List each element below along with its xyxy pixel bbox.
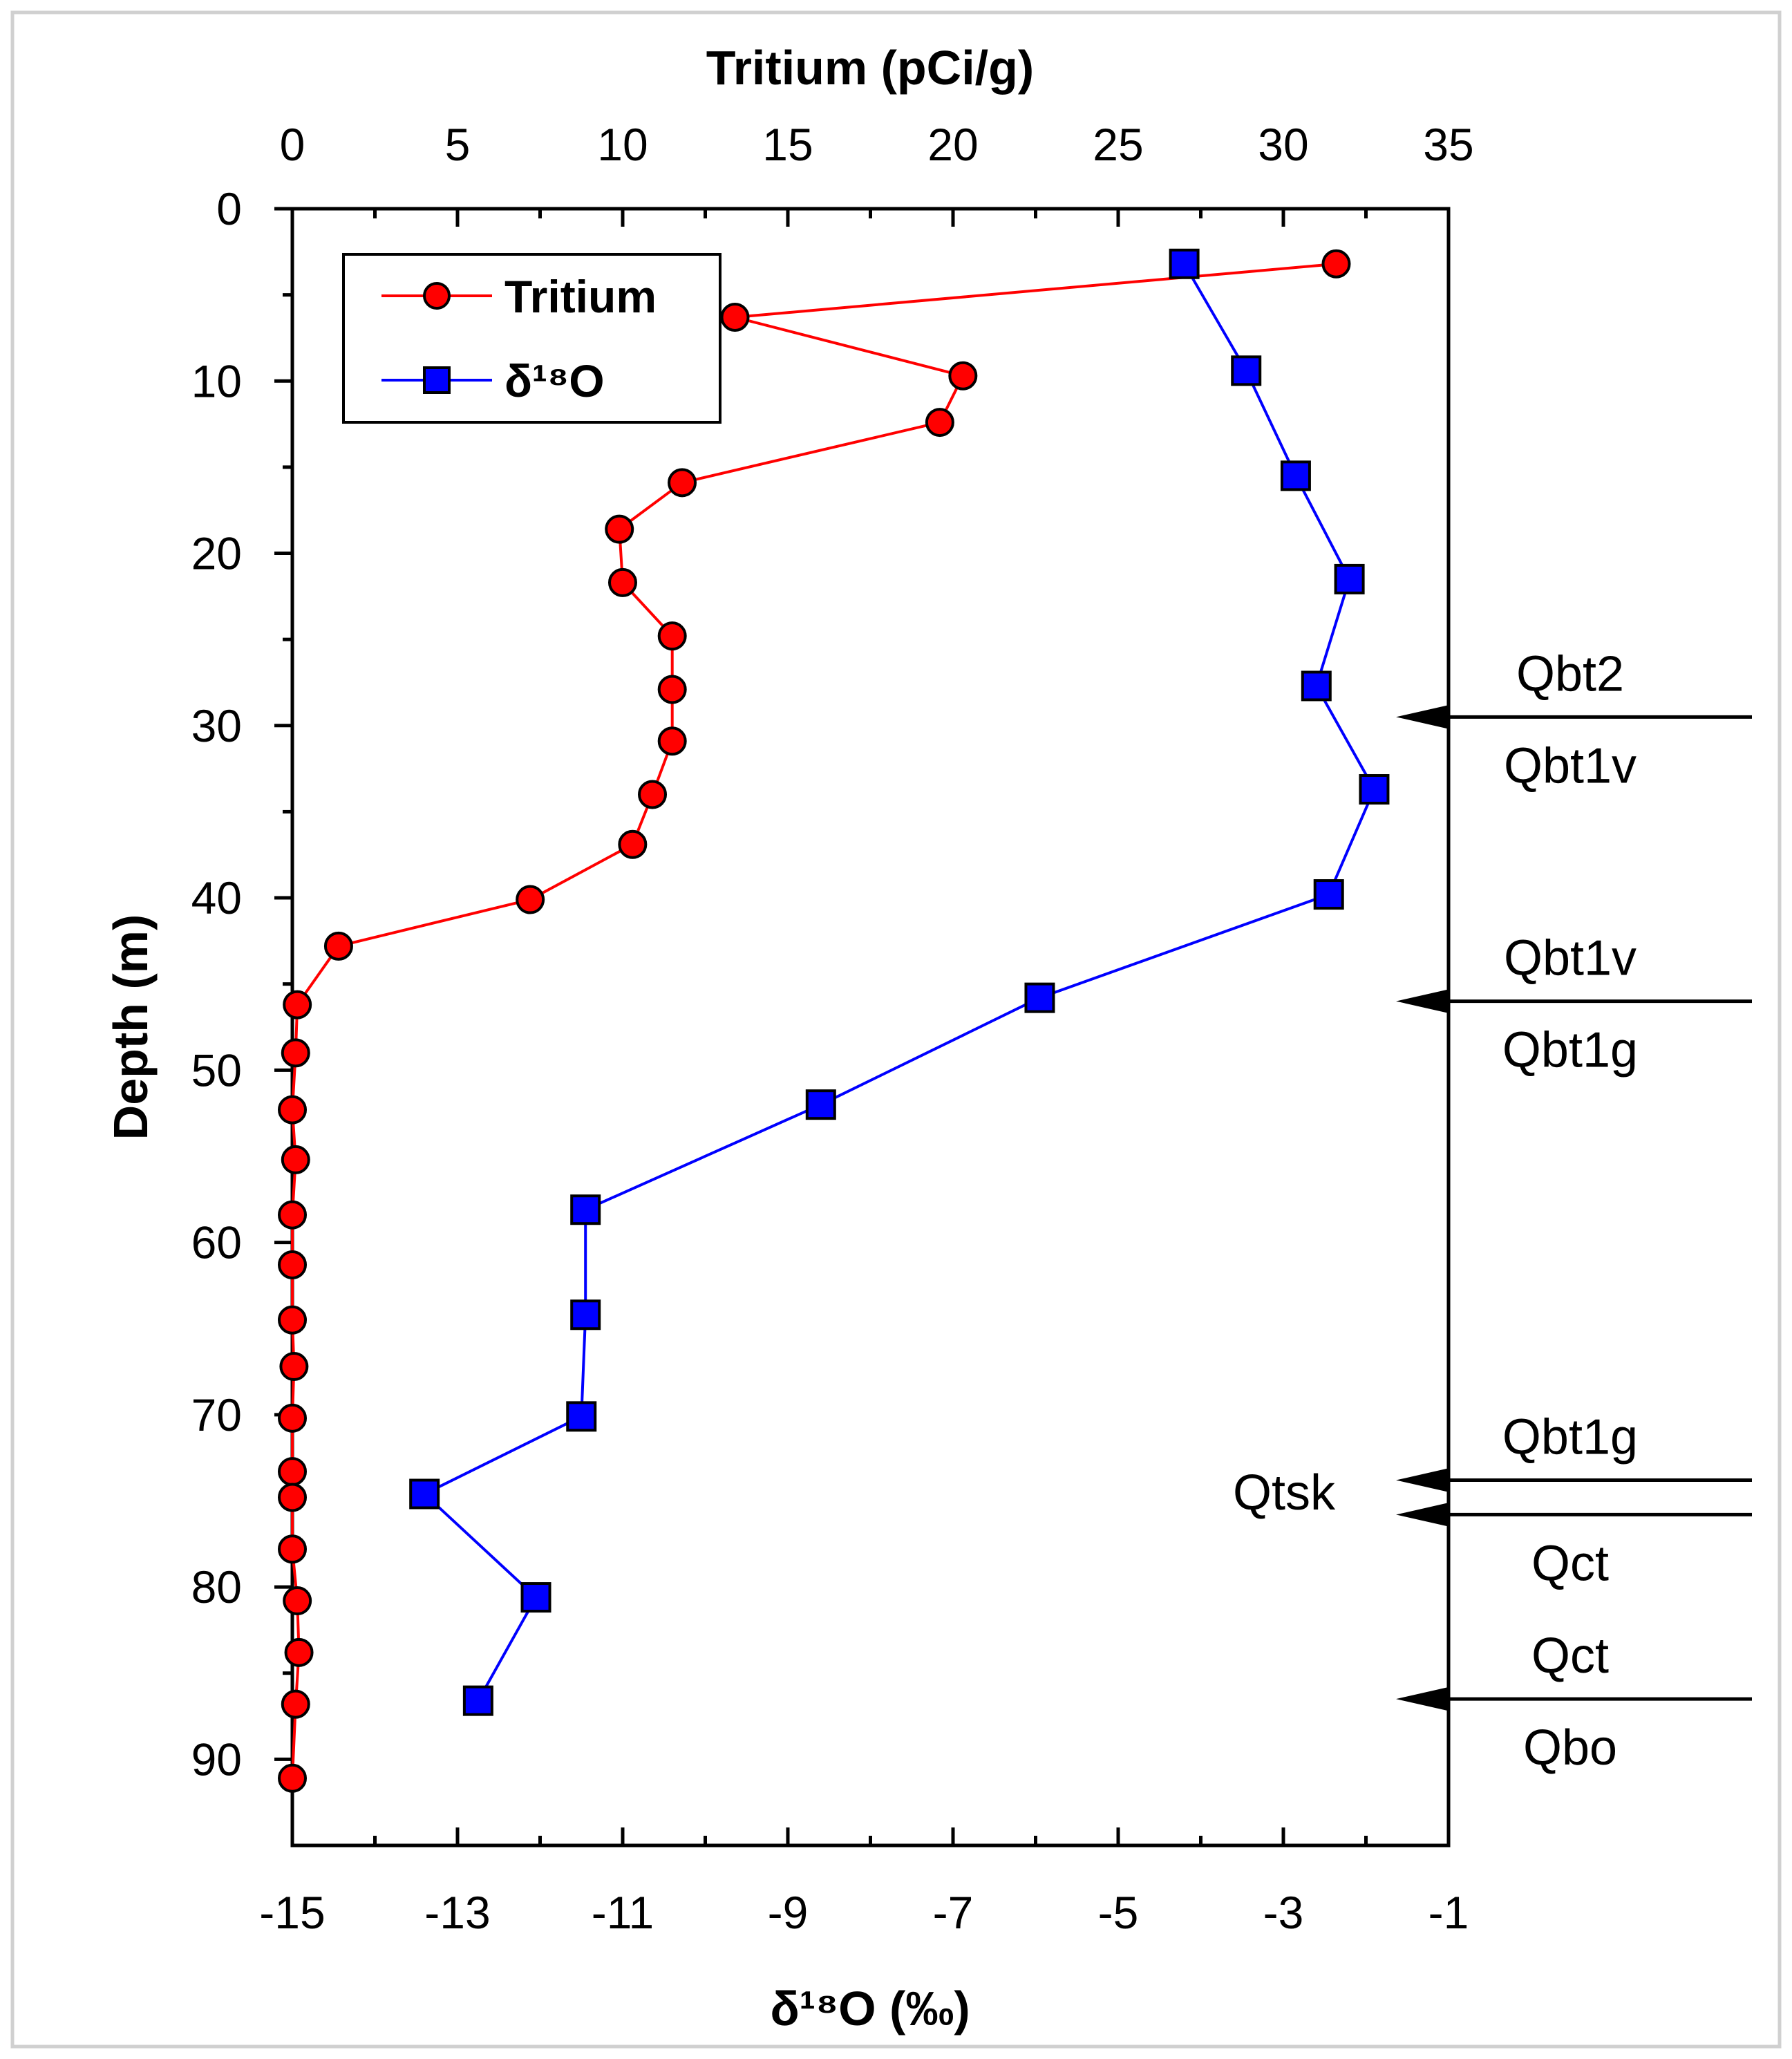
top-axis-tick-label: 5	[445, 119, 471, 170]
y-axis-tick-label: 30	[191, 700, 242, 751]
tritium-data-point	[720, 303, 750, 332]
y-axis-tick-label: 80	[191, 1561, 242, 1613]
tritium-data-point	[283, 1586, 312, 1616]
bottom-axis-tick-label: -9	[768, 1887, 809, 1938]
unit-label-below: Qbt1v	[1504, 738, 1637, 793]
d18o-data-point	[1024, 982, 1055, 1013]
tritium-data-point	[283, 990, 312, 1019]
boundary-arrow-head	[1396, 1687, 1448, 1711]
tritium-data-point	[281, 1038, 310, 1068]
bottom-axis-title: δ¹⁸O (‰)	[770, 1982, 970, 2036]
tritium-data-point	[278, 1534, 307, 1564]
bottom-axis-tick-label: -1	[1428, 1887, 1469, 1938]
top-axis-title: Tritium (pCi/g)	[706, 41, 1034, 95]
top-axis-tick-label: 10	[597, 119, 648, 170]
legend: Tritium δ¹⁸O	[342, 253, 721, 424]
d18o-data-point	[570, 1194, 601, 1225]
tritium-data-point	[278, 1403, 307, 1433]
tritium-data-point	[281, 1145, 310, 1174]
top-axis-tick-label: 20	[927, 119, 978, 170]
y-axis-tick-label: 70	[191, 1389, 242, 1440]
bottom-axis-tick-label: -5	[1098, 1887, 1139, 1938]
tritium-data-point	[668, 468, 697, 498]
bottom-axis-tick-label: -7	[933, 1887, 974, 1938]
tritium-data-point	[657, 675, 687, 704]
y-axis-tick-label: 0	[216, 183, 242, 234]
top-axis-tick-label: 15	[762, 119, 813, 170]
y-axis-tick-label: 20	[191, 528, 242, 579]
legend-box	[342, 253, 721, 424]
unit-label-side: Qtsk	[1233, 1465, 1336, 1521]
unit-label-above: Qbt2	[1516, 646, 1624, 702]
tritium-data-point	[1321, 249, 1351, 279]
d18o-data-point	[805, 1089, 836, 1120]
bottom-axis-tick-label: -15	[259, 1887, 325, 1938]
tritium-data-point	[657, 726, 687, 756]
tritium-data-point	[948, 361, 978, 391]
tritium-data-point	[278, 1483, 307, 1512]
tritium-data-point	[278, 1305, 307, 1335]
boundary-arrow-head	[1396, 1503, 1448, 1527]
boundary-arrow-head	[1396, 1468, 1448, 1492]
top-axis-tick-label: 25	[1093, 119, 1143, 170]
axis-tick-labels: 0 5 10 15 20 25 30 35 -15 -13 -11 -9 -7 -5 -3 -1 0 10 20 30…	[191, 119, 1474, 1938]
unit-label-above: Qct	[1531, 1628, 1609, 1684]
y-axis-tick-label: 40	[191, 872, 242, 923]
d18o-data-point	[462, 1685, 493, 1716]
legend-tritium-marker	[423, 282, 451, 310]
d18o-data-point	[1169, 248, 1200, 279]
tritium-data-point	[925, 408, 954, 438]
d18o-data-point	[566, 1401, 597, 1432]
series-markers	[278, 248, 1390, 1793]
unit-label-below: Qbo	[1523, 1720, 1617, 1776]
tritium-data-point	[279, 1352, 309, 1382]
tritium-data-point	[278, 1457, 307, 1487]
top-axis-tick-label: 30	[1258, 119, 1308, 170]
legend-tritium-label: Tritium	[504, 271, 657, 322]
unit-label-above: Qbt1v	[1504, 931, 1637, 986]
y-axis-title: Depth (m)	[104, 914, 158, 1140]
y-axis-tick-label: 60	[191, 1217, 242, 1268]
unit-label-above: Qbt1g	[1502, 1410, 1638, 1465]
y-axis-tick-label: 90	[191, 1733, 242, 1785]
legend-d18o-label: δ¹⁸O	[504, 355, 605, 406]
tritium-data-point	[657, 621, 687, 651]
formation-annotations: Qbt2 Qbt1v Qbt1v Qbt1g Qbt1g Qct Qct Qbo Qtsk	[1233, 646, 1752, 1776]
tritium-data-point	[323, 931, 353, 961]
y-axis-tick-label: 50	[191, 1044, 242, 1096]
d18o-data-point	[1280, 460, 1311, 491]
d18o-data-point	[1334, 563, 1365, 594]
d18o-data-point	[520, 1582, 551, 1613]
boundary-arrow-head	[1396, 705, 1448, 729]
tritium-data-point	[605, 514, 634, 544]
tritium-data-point	[638, 780, 668, 809]
boundary-arrow-head	[1396, 989, 1448, 1013]
tritium-data-point	[278, 1250, 307, 1279]
bottom-axis-tick-label: -11	[592, 1887, 654, 1938]
d18o-data-point	[409, 1478, 440, 1510]
tritium-data-point	[281, 1689, 310, 1719]
unit-label-below: Qbt1g	[1502, 1023, 1638, 1078]
tritium-data-point	[278, 1200, 307, 1230]
top-axis-tick-label: 35	[1423, 119, 1473, 170]
tritium-data-point	[284, 1637, 314, 1667]
d18o-data-point	[1231, 355, 1262, 386]
d18o-data-point	[570, 1299, 601, 1331]
bottom-axis-tick-label: -3	[1263, 1887, 1304, 1938]
tritium-data-point	[278, 1763, 307, 1793]
top-axis-tick-label: 0	[280, 119, 305, 170]
bottom-axis-tick-label: -13	[424, 1887, 490, 1938]
tritium-data-point	[516, 885, 545, 914]
legend-d18o-marker	[423, 366, 451, 394]
d18o-data-point	[1313, 879, 1344, 910]
d18o-data-point	[1301, 670, 1332, 702]
tritium-data-point	[278, 1095, 307, 1125]
tritium-data-point	[608, 567, 637, 597]
tritium-data-point	[618, 829, 648, 859]
d18o-data-point	[1359, 774, 1390, 805]
unit-label-below: Qct	[1531, 1536, 1609, 1591]
y-axis-tick-label: 10	[191, 355, 242, 406]
